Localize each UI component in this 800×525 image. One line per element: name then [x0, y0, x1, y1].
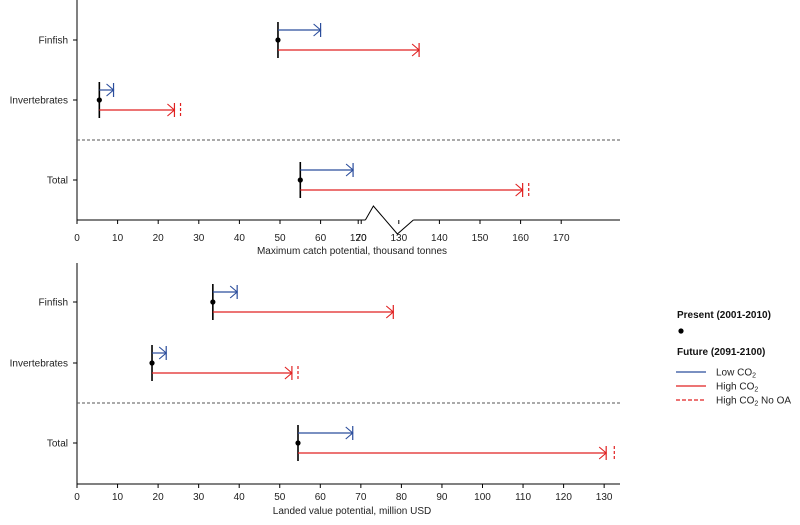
- category-label: Total: [47, 176, 68, 187]
- x-tick-label: 50: [274, 233, 286, 244]
- low-co2-arrow-head: [106, 83, 115, 97]
- x-tick-label: 170: [553, 233, 570, 244]
- x-tick-label: 10: [112, 233, 124, 244]
- x-tick-label: 120: [555, 492, 572, 503]
- legend: Present (2001-2010) Future (2091-2100) L…: [676, 310, 791, 408]
- x-tick-label: 30: [193, 492, 205, 503]
- x-tick-label: 130: [596, 492, 613, 503]
- legend-label-low: Low CO2: [716, 368, 756, 380]
- legend-entries: Low CO2 High CO2 High CO2 No OA: [676, 368, 791, 408]
- category-label: Finfish: [39, 298, 68, 309]
- category-label: Invertebrates: [10, 96, 68, 107]
- x-tick-label: 120: [350, 233, 367, 244]
- x-axis-title: Maximum catch potential, thousand tonnes: [257, 246, 447, 257]
- x-tick-label: 0: [74, 492, 80, 503]
- legend-subscript: 2: [754, 401, 758, 408]
- high-co2-arrow-head: [385, 305, 395, 319]
- present-marker: [275, 37, 281, 43]
- x-tick-label: 110: [515, 492, 531, 503]
- legend-future-heading: Future (2091-2100): [677, 347, 765, 358]
- x-tick-label: 50: [274, 492, 286, 503]
- present-marker: [297, 177, 303, 183]
- x-tick-label: 130: [390, 233, 407, 244]
- present-marker: [210, 299, 216, 305]
- present-marker: [149, 360, 155, 366]
- axis-break-mark: [364, 205, 414, 235]
- category-label: Total: [47, 439, 68, 450]
- x-tick-label: 90: [436, 492, 448, 503]
- x-tick-label: 20: [153, 233, 165, 244]
- x-axis-title: Landed value potential, million USD: [273, 506, 431, 517]
- x-tick-label: 150: [472, 233, 489, 244]
- high-co2-arrow-head: [515, 183, 524, 197]
- high-co2-arrow-head: [598, 446, 608, 460]
- category-label: Invertebrates: [10, 359, 68, 370]
- x-tick-label: 70: [356, 233, 368, 244]
- x-tick-label: 100: [474, 492, 491, 503]
- x-tick-label: 0: [74, 233, 80, 244]
- legend-suffix: No OA: [758, 396, 791, 407]
- high-co2-arrow-head: [411, 43, 420, 57]
- x-tick-label: 60: [315, 233, 327, 244]
- high-co2-arrow-head: [167, 103, 176, 117]
- panel-landed-value: 0 10 20 30 40 50 60 70 80 90 100 110 120 130 Landed va…: [10, 263, 620, 517]
- legend-present-marker: [678, 328, 684, 334]
- x-tick-label: 30: [193, 233, 205, 244]
- legend-label-high: High CO2: [716, 382, 758, 394]
- present-marker: [295, 440, 301, 446]
- low-co2-arrow-head: [313, 23, 322, 37]
- legend-subscript: 2: [752, 373, 756, 380]
- x-tick-label: 140: [431, 233, 448, 244]
- x-tick-label: 40: [234, 233, 246, 244]
- low-co2-arrow-head: [345, 163, 354, 177]
- legend-label-high_noca: High CO2 No OA: [716, 396, 791, 408]
- x-tick-label: 60: [315, 492, 327, 503]
- low-co2-arrow-head: [345, 426, 354, 440]
- x-tick-label: 70: [355, 492, 367, 503]
- x-tick-label: 80: [396, 492, 408, 503]
- present-marker: [96, 97, 102, 103]
- x-tick-label: 10: [112, 492, 124, 503]
- x-tick-label: 20: [153, 492, 165, 503]
- low-co2-arrow-head: [229, 285, 239, 299]
- category-label: Finfish: [39, 36, 68, 47]
- x-tick-label: 160: [512, 233, 529, 244]
- x-tick-label: 40: [234, 492, 246, 503]
- high-co2-arrow-head: [284, 366, 293, 380]
- legend-subscript: 2: [754, 387, 758, 394]
- low-co2-arrow-head: [158, 346, 168, 360]
- legend-present-heading: Present (2001-2010): [677, 310, 771, 321]
